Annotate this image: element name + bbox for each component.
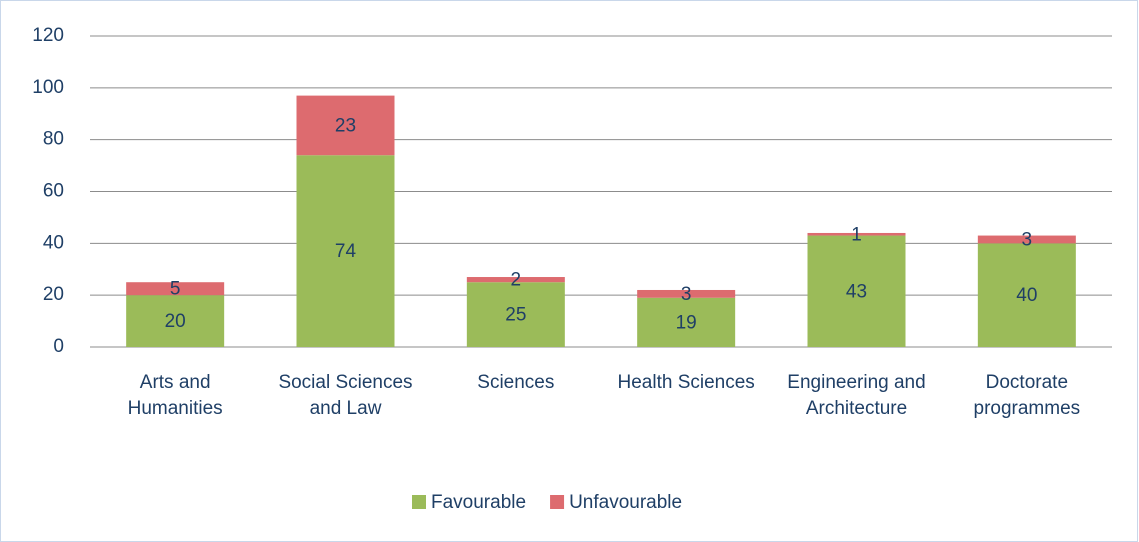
y-tick-label: 80: [43, 129, 64, 150]
bar-segment: [977, 243, 1076, 347]
data-label: 19: [676, 312, 697, 333]
data-label: 74: [335, 241, 357, 262]
data-label: 3: [1022, 229, 1033, 250]
data-label: 1: [851, 224, 862, 245]
bar-segment: [126, 295, 225, 347]
y-tick-label: 100: [32, 77, 64, 98]
bar-segment: [296, 95, 395, 156]
bar-segment: [466, 282, 565, 347]
x-tick-label: Doctorate programmes: [973, 372, 1081, 419]
bar-segment: [807, 232, 906, 236]
data-label: 20: [165, 311, 186, 332]
data-label: 43: [846, 281, 867, 302]
y-tick-label: 0: [53, 336, 64, 357]
data-label: 2: [511, 270, 522, 291]
bar-segment: [977, 235, 1076, 244]
legend-label: Favourable: [431, 492, 526, 513]
data-label: 5: [170, 279, 181, 300]
x-tick-label: Arts and Humanities: [127, 372, 223, 419]
data-label: 25: [505, 305, 526, 326]
legend-swatch: [412, 495, 426, 509]
bar-segment: [126, 282, 225, 296]
bar-segment: [637, 297, 736, 347]
x-tick-label: Social Sciences and Law: [278, 372, 413, 419]
legend-label: Unfavourable: [569, 492, 682, 513]
y-tick-label: 20: [43, 284, 64, 305]
bar-segment: [807, 235, 906, 347]
x-tick-label: Health Sciences: [617, 372, 755, 393]
data-label: 3: [681, 284, 692, 305]
y-tick-label: 120: [32, 25, 64, 46]
data-label: 23: [335, 115, 356, 136]
legend-swatch: [550, 495, 565, 509]
bar-segment: [296, 155, 395, 347]
bar-segment: [637, 289, 736, 298]
y-tick-label: 60: [43, 181, 64, 202]
data-label: 40: [1016, 285, 1037, 306]
bar-segment: [466, 277, 565, 283]
x-tick-label: Sciences: [477, 372, 555, 393]
x-tick-label: Engineering and Architecture: [787, 372, 926, 419]
y-tick-label: 40: [43, 232, 64, 253]
